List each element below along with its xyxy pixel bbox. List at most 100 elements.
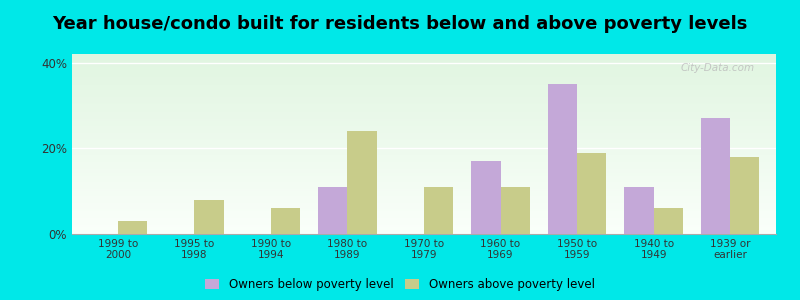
Bar	[72, 140, 776, 142]
Bar	[72, 99, 776, 101]
Bar	[72, 211, 776, 212]
Text: City-Data.com: City-Data.com	[681, 63, 755, 73]
Bar	[72, 70, 776, 72]
Bar	[72, 63, 776, 65]
Bar	[72, 162, 776, 164]
Bar	[72, 173, 776, 175]
Bar	[72, 139, 776, 140]
Bar	[72, 76, 776, 77]
Bar	[72, 144, 776, 146]
Bar	[72, 232, 776, 234]
Bar	[72, 202, 776, 203]
Bar	[72, 106, 776, 108]
Bar	[72, 229, 776, 230]
Bar	[72, 119, 776, 121]
Bar	[347, 131, 377, 234]
Bar	[72, 160, 776, 162]
Bar	[72, 149, 776, 151]
Bar	[72, 81, 776, 83]
Bar	[72, 164, 776, 166]
Bar	[72, 221, 776, 223]
Bar	[72, 85, 776, 86]
Bar	[271, 208, 300, 234]
Bar	[72, 151, 776, 153]
Bar	[72, 128, 776, 130]
Bar	[72, 56, 776, 58]
Bar	[72, 95, 776, 97]
Bar	[72, 108, 776, 110]
Bar	[72, 67, 776, 68]
Bar	[72, 97, 776, 99]
Bar	[72, 133, 776, 135]
Bar	[72, 103, 776, 104]
Bar	[72, 130, 776, 131]
Bar	[72, 65, 776, 67]
Bar	[72, 200, 776, 202]
Bar	[72, 94, 776, 95]
Bar	[72, 187, 776, 189]
Bar	[72, 198, 776, 200]
Bar	[72, 101, 776, 103]
Bar	[72, 74, 776, 76]
Bar	[72, 146, 776, 148]
Bar	[72, 68, 776, 70]
Bar	[118, 221, 147, 234]
Bar	[72, 86, 776, 88]
Bar	[72, 142, 776, 144]
Bar	[72, 59, 776, 61]
Bar	[72, 175, 776, 176]
Bar	[72, 207, 776, 209]
Bar	[654, 208, 682, 234]
Bar	[72, 218, 776, 220]
Bar	[72, 117, 776, 119]
Bar	[72, 178, 776, 180]
Bar	[72, 212, 776, 214]
Bar	[72, 104, 776, 106]
Bar	[72, 157, 776, 158]
Bar	[72, 193, 776, 194]
Bar	[471, 161, 501, 234]
Bar	[194, 200, 223, 234]
Bar	[72, 90, 776, 92]
Bar	[72, 225, 776, 227]
Bar	[72, 227, 776, 229]
Bar	[72, 220, 776, 221]
Bar	[72, 131, 776, 133]
Bar	[72, 216, 776, 218]
Bar	[72, 122, 776, 124]
Text: Year house/condo built for residents below and above poverty levels: Year house/condo built for residents bel…	[52, 15, 748, 33]
Bar	[501, 187, 530, 234]
Bar	[72, 196, 776, 198]
Bar	[72, 184, 776, 185]
Bar	[72, 180, 776, 182]
Bar	[72, 209, 776, 211]
Bar	[72, 135, 776, 137]
Bar	[577, 153, 606, 234]
Bar	[72, 137, 776, 139]
Bar	[730, 157, 759, 234]
Bar	[72, 61, 776, 63]
Bar	[72, 110, 776, 112]
Bar	[72, 182, 776, 184]
Bar	[72, 112, 776, 113]
Bar	[72, 88, 776, 90]
Bar	[72, 214, 776, 216]
Bar	[72, 167, 776, 169]
Bar	[72, 77, 776, 79]
Bar	[548, 84, 577, 234]
Bar	[72, 205, 776, 207]
Bar	[72, 153, 776, 155]
Bar	[72, 203, 776, 205]
Bar	[72, 124, 776, 126]
Bar	[424, 187, 453, 234]
Bar	[72, 189, 776, 191]
Bar	[701, 118, 730, 234]
Bar	[72, 121, 776, 122]
Bar	[72, 185, 776, 187]
Bar	[72, 176, 776, 178]
Bar	[72, 166, 776, 167]
Bar	[72, 171, 776, 173]
Bar	[72, 155, 776, 157]
Bar	[72, 115, 776, 117]
Bar	[72, 113, 776, 115]
